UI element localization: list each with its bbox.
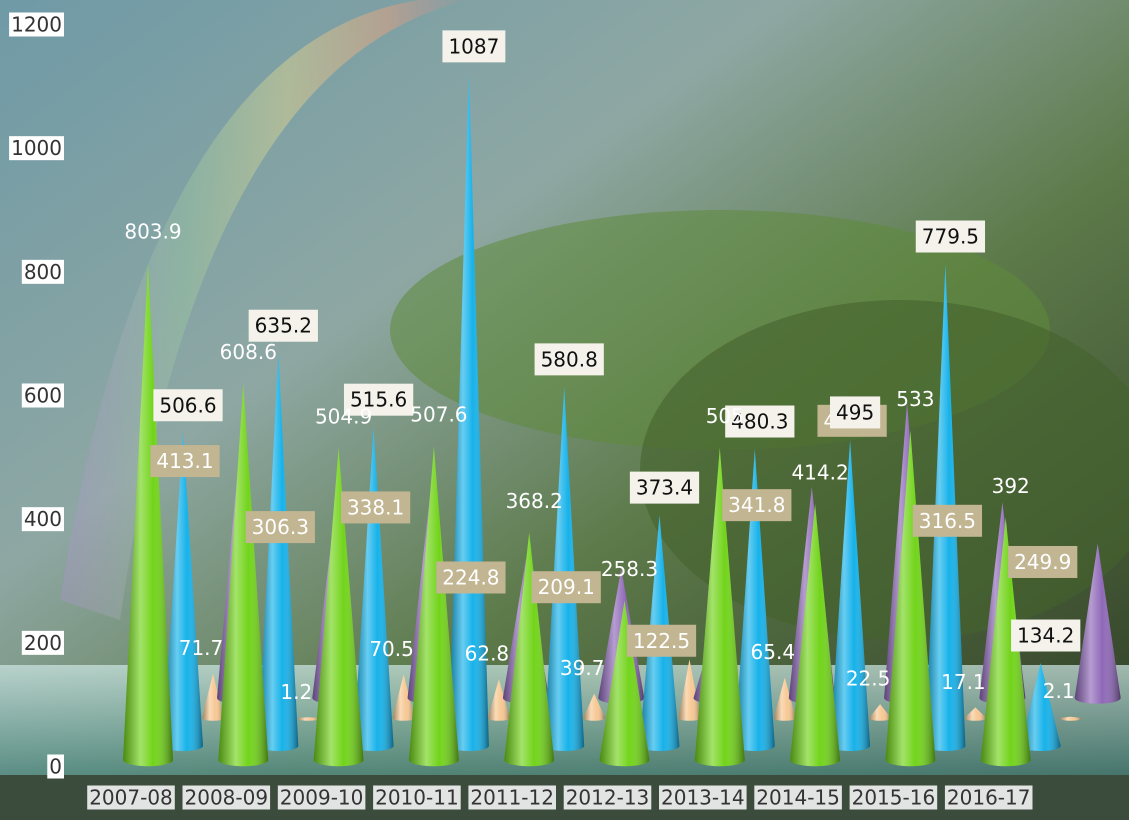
y-tick-label: 400	[24, 507, 62, 531]
y-tick-label: 200	[24, 631, 62, 655]
data-label: 65.4	[751, 640, 796, 664]
data-label: 341.8	[728, 493, 785, 517]
data-label: 338.1	[347, 495, 404, 519]
data-label: 413.1	[156, 449, 213, 473]
data-label: 504.9	[315, 404, 372, 428]
data-label: 608.6	[220, 340, 277, 364]
data-label: 533	[896, 387, 934, 411]
data-label: 495	[836, 400, 874, 424]
x-tick-label: 2013-14	[661, 786, 745, 810]
data-label: 2.1	[1043, 679, 1075, 703]
data-label: 134.2	[1017, 624, 1074, 648]
data-label: 316.5	[919, 509, 976, 533]
data-label: 70.5	[369, 637, 414, 661]
data-label: 62.8	[465, 642, 510, 666]
data-label: 507.6	[410, 403, 467, 427]
data-label: 209.1	[538, 575, 595, 599]
x-tick-label: 2009-10	[280, 786, 364, 810]
data-label: 306.3	[252, 515, 309, 539]
data-label: 373.4	[636, 476, 693, 500]
data-label: 22.5	[846, 667, 891, 691]
data-label: 1.2	[280, 680, 312, 704]
x-tick-label: 2011-12	[470, 786, 554, 810]
data-label: 803.9	[124, 219, 181, 243]
data-label: 392	[992, 474, 1030, 498]
data-label: 580.8	[541, 347, 598, 371]
x-tick-label: 2015-16	[852, 786, 936, 810]
x-tick-label: 2014-15	[756, 786, 840, 810]
data-label: 505	[706, 404, 744, 428]
data-label: 779.5	[922, 225, 979, 249]
data-label: 17.1	[941, 670, 986, 694]
data-label: 224.8	[442, 565, 499, 589]
data-label: 258.3	[601, 557, 658, 581]
y-tick-label: 1000	[11, 136, 62, 160]
x-tick-label: 2016-17	[947, 786, 1031, 810]
data-label: 368.2	[506, 489, 563, 513]
data-label: 122.5	[633, 629, 690, 653]
x-tick-label: 2007-08	[89, 786, 173, 810]
data-label: 71.7	[179, 636, 224, 660]
y-tick-label: 800	[24, 260, 62, 284]
y-tick-label: 1200	[11, 13, 62, 37]
x-tick-label: 2010-11	[375, 786, 459, 810]
chart: 0 200 400 600 800 1000 1200 71.7 1.2 70.5 62.8 39.7…	[0, 0, 1129, 820]
x-tick-label: 2008-09	[185, 786, 269, 810]
data-label: 249.9	[1014, 550, 1071, 574]
data-label: 1087	[448, 34, 499, 58]
data-label: 414.2	[791, 460, 848, 484]
y-tick-label: 600	[24, 384, 62, 408]
data-label: 39.7	[560, 656, 605, 680]
data-label: 635.2	[255, 314, 312, 338]
y-tick-label: 0	[49, 755, 62, 779]
data-label: 506.6	[159, 393, 216, 417]
x-tick-label: 2012-13	[566, 786, 650, 810]
